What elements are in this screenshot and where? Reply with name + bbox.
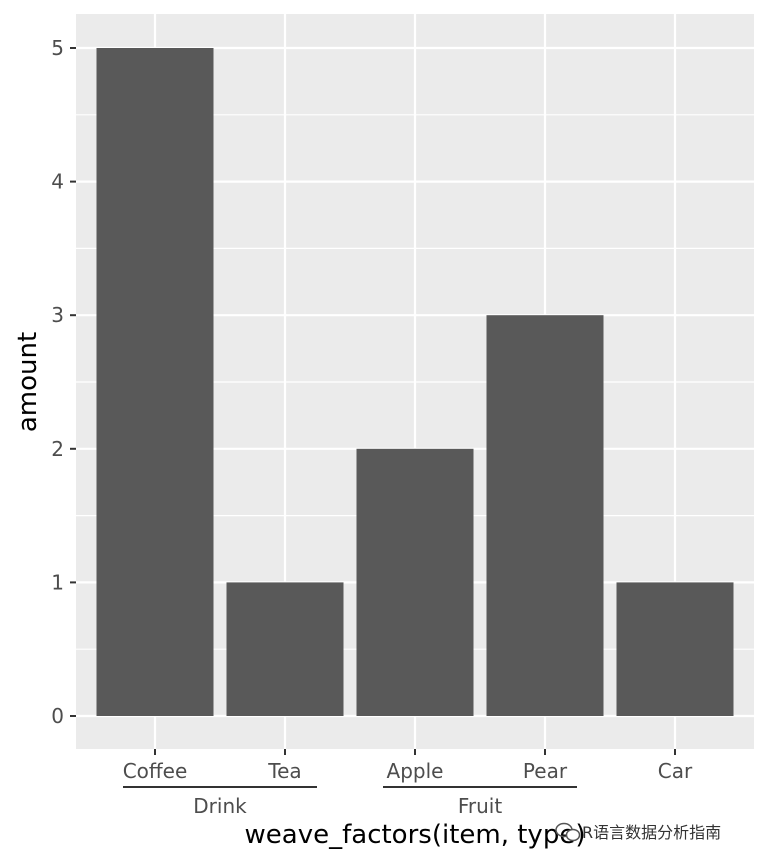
bar bbox=[486, 315, 604, 716]
bar bbox=[226, 582, 344, 716]
x-axis-title: weave_factors(item, type) bbox=[245, 820, 586, 850]
y-tick-label: 0 bbox=[51, 704, 64, 728]
x-tick-label: Apple bbox=[387, 759, 444, 783]
watermark: R语言数据分析指南 bbox=[555, 822, 721, 842]
y-tick-label: 2 bbox=[51, 437, 64, 461]
y-axis: 0 1 2 3 4 5 bbox=[51, 36, 76, 728]
y-tick-label: 5 bbox=[51, 36, 64, 60]
bar bbox=[616, 582, 734, 716]
watermark-text: R语言数据分析指南 bbox=[582, 823, 721, 842]
bar bbox=[96, 48, 214, 716]
bar bbox=[356, 448, 474, 716]
x-tick-label: Tea bbox=[267, 759, 301, 783]
group-label: Drink bbox=[193, 794, 247, 818]
group-label: Fruit bbox=[458, 794, 503, 818]
y-tick-label: 4 bbox=[51, 170, 64, 194]
y-axis-title: amount bbox=[13, 332, 43, 432]
y-tick-label: 1 bbox=[51, 570, 64, 594]
x-tick-label: Car bbox=[658, 759, 693, 783]
y-tick-label: 3 bbox=[51, 303, 64, 327]
bars bbox=[96, 48, 734, 716]
wechat-logo-icon bbox=[555, 822, 581, 842]
x-axis: Coffee Tea Apple Pear Car bbox=[123, 749, 693, 783]
x-tick-label: Coffee bbox=[123, 759, 188, 783]
x-tick-label: Pear bbox=[523, 759, 568, 783]
x-axis-groups: Drink Fruit bbox=[123, 786, 577, 818]
